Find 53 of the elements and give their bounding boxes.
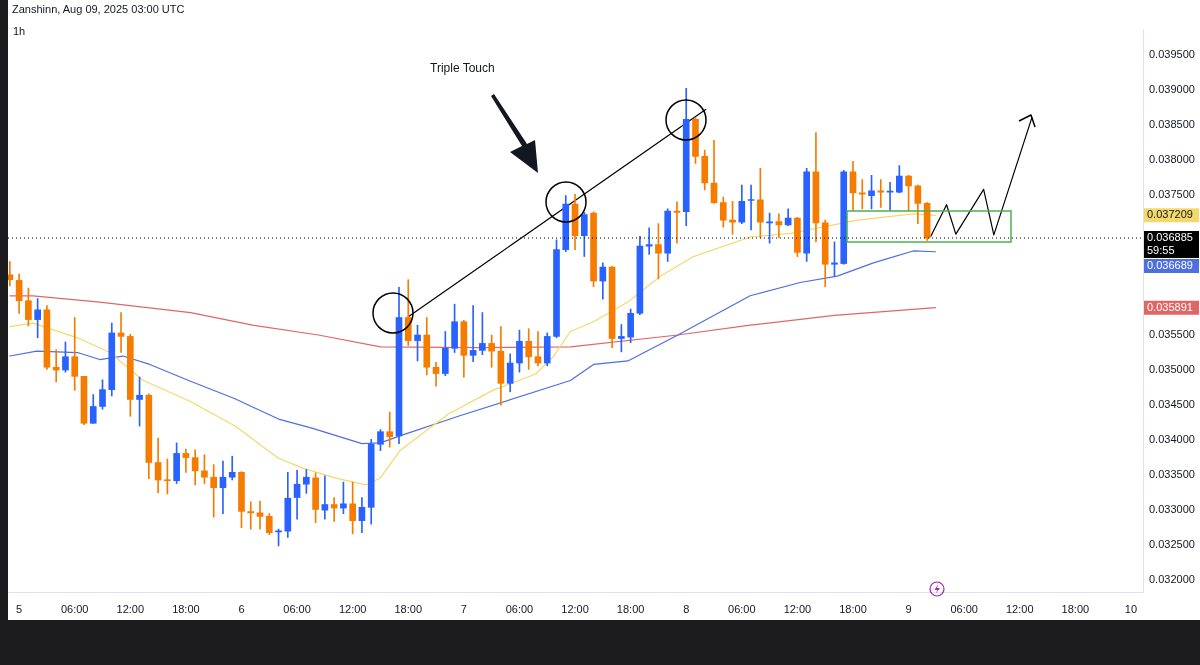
annotation: Triple Touch	[430, 61, 495, 75]
candlestick	[747, 184, 755, 231]
y-tick-label: 0.038500	[1149, 117, 1195, 130]
candlestick	[386, 411, 394, 448]
chart-title: 1h	[13, 25, 26, 37]
candlestick	[469, 305, 477, 362]
text: Zanshinn, Aug 09, 2025 03:00 UTC	[12, 3, 185, 15]
y-tick-label: 0.037500	[1149, 187, 1195, 200]
y-tick-label: 0.033500	[1149, 468, 1195, 481]
x-tick-label: 7	[460, 603, 467, 616]
text: 0.037209	[1147, 208, 1193, 221]
x-tick-label: 18:00	[616, 603, 645, 616]
candlestick	[858, 179, 866, 210]
text: 0.036689	[1147, 259, 1193, 272]
candlestick	[247, 501, 255, 530]
y-tick-label: 0.039500	[1149, 47, 1195, 60]
x-tick-label: 06:00	[728, 603, 756, 616]
x-tick-label: 12:00	[561, 603, 589, 616]
x-tick-label: 06:00	[950, 603, 978, 616]
x-tick-label: 18:00	[1061, 603, 1090, 616]
y-tick-label: 0.034500	[1149, 398, 1195, 411]
candlestick	[182, 448, 190, 473]
y-tick-label: 0.035500	[1149, 328, 1195, 341]
x-tick-label: 12:00	[338, 603, 367, 616]
x-tick-label: 5	[16, 603, 23, 616]
x-tick-label: 18:00	[394, 603, 423, 616]
candlestick	[210, 464, 218, 518]
candlestick	[8, 261, 14, 287]
y-tick-label: 0.033000	[1149, 503, 1195, 516]
ref-line-label: 0.036885	[1147, 231, 1193, 244]
x-tick-label: 06:00	[505, 603, 534, 616]
y-tick-label: 0.034000	[1149, 433, 1195, 446]
candlestick	[534, 331, 542, 367]
x-tick-label: 18:00	[172, 603, 200, 616]
y-tick-label: 0.038000	[1149, 152, 1195, 165]
text: 59:55	[1147, 244, 1175, 257]
y-tick-label: 0.032000	[1149, 573, 1195, 586]
x-tick-label: 12:00	[1006, 603, 1034, 616]
x-tick-label: 12:00	[116, 603, 145, 616]
x-tick-label: 12:00	[783, 603, 812, 616]
x-tick-label: 6	[238, 603, 245, 616]
y-tick-label: 0.032500	[1149, 538, 1195, 551]
candlestick	[52, 349, 60, 383]
x-tick-label: 06:00	[283, 603, 311, 616]
x-tick-label: 10	[1124, 603, 1138, 616]
x-tick-label: 8	[683, 603, 690, 616]
y-tick-label: 0.039000	[1149, 82, 1195, 95]
x-tick-label: 18:00	[839, 603, 867, 616]
x-tick-label: 06:00	[60, 603, 89, 616]
y-tick-label: 0.035000	[1149, 363, 1195, 376]
text: 0.035891	[1147, 300, 1193, 313]
x-tick-label: 9	[905, 603, 912, 616]
candlestick	[877, 179, 885, 208]
